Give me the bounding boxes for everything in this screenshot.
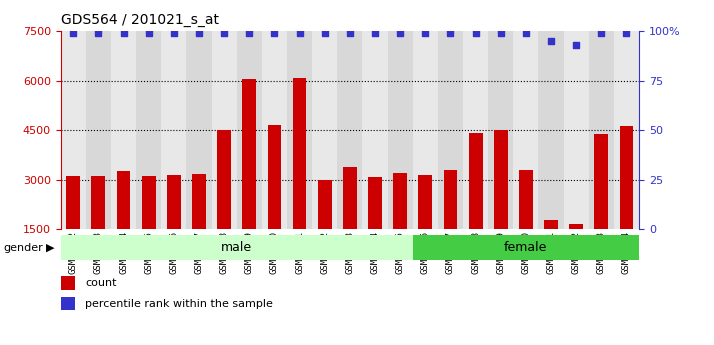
Bar (513, 31, 538, 229)
Bar (368, 177, 382, 229)
Bar (468, 132, 483, 229)
Bar (393, 172, 407, 229)
Text: male: male (221, 241, 252, 254)
Bar (86, 31, 111, 229)
Bar (242, 79, 256, 229)
Bar (494, 130, 508, 229)
Bar (337, 31, 363, 229)
Text: gender: gender (4, 243, 44, 253)
Point (294, 30, 306, 36)
Point (319, 30, 331, 36)
Point (570, 42, 582, 48)
Bar (620, 126, 633, 229)
Point (143, 30, 154, 36)
Text: percentile rank within the sample: percentile rank within the sample (85, 299, 273, 309)
Bar (186, 31, 211, 229)
Bar (363, 31, 388, 229)
Point (168, 30, 179, 36)
Bar (413, 235, 639, 260)
Point (193, 30, 205, 36)
Bar (211, 31, 237, 229)
Point (218, 30, 230, 36)
Bar (66, 176, 80, 229)
Bar (217, 130, 231, 229)
Text: GDS564 / 201021_s_at: GDS564 / 201021_s_at (61, 13, 218, 27)
Bar (61, 31, 86, 229)
Bar (589, 31, 614, 229)
Text: ▶: ▶ (46, 243, 55, 253)
Bar (61, 297, 75, 310)
Bar (463, 31, 488, 229)
Bar (614, 31, 639, 229)
Bar (287, 31, 312, 229)
Bar (488, 31, 513, 229)
Bar (519, 170, 533, 229)
Point (420, 30, 431, 36)
Bar (293, 78, 306, 229)
Bar (318, 180, 331, 229)
Point (495, 30, 506, 36)
Point (394, 30, 406, 36)
Point (545, 38, 557, 44)
Text: female: female (504, 241, 548, 254)
Bar (161, 31, 186, 229)
Bar (312, 31, 337, 229)
Bar (192, 174, 206, 229)
Bar (544, 220, 558, 229)
Point (595, 30, 607, 36)
Point (93, 30, 104, 36)
Bar (569, 225, 583, 229)
Bar (91, 176, 106, 229)
Point (243, 30, 255, 36)
Bar (388, 31, 413, 229)
Bar (61, 276, 75, 290)
Bar (61, 235, 413, 260)
Bar (538, 31, 563, 229)
Point (344, 30, 356, 36)
Bar (136, 31, 161, 229)
Point (369, 30, 381, 36)
Point (268, 30, 280, 36)
Bar (563, 31, 589, 229)
Point (118, 30, 129, 36)
Bar (116, 171, 131, 229)
Point (620, 30, 632, 36)
Point (445, 30, 456, 36)
Point (521, 30, 532, 36)
Bar (237, 31, 262, 229)
Bar (443, 170, 458, 229)
Bar (262, 31, 287, 229)
Bar (343, 167, 357, 229)
Bar (167, 175, 181, 229)
Text: count: count (85, 278, 116, 288)
Bar (418, 175, 432, 229)
Bar (438, 31, 463, 229)
Point (68, 30, 79, 36)
Bar (111, 31, 136, 229)
Bar (594, 134, 608, 229)
Point (470, 30, 481, 36)
Bar (413, 31, 438, 229)
Bar (268, 125, 281, 229)
Bar (142, 176, 156, 229)
